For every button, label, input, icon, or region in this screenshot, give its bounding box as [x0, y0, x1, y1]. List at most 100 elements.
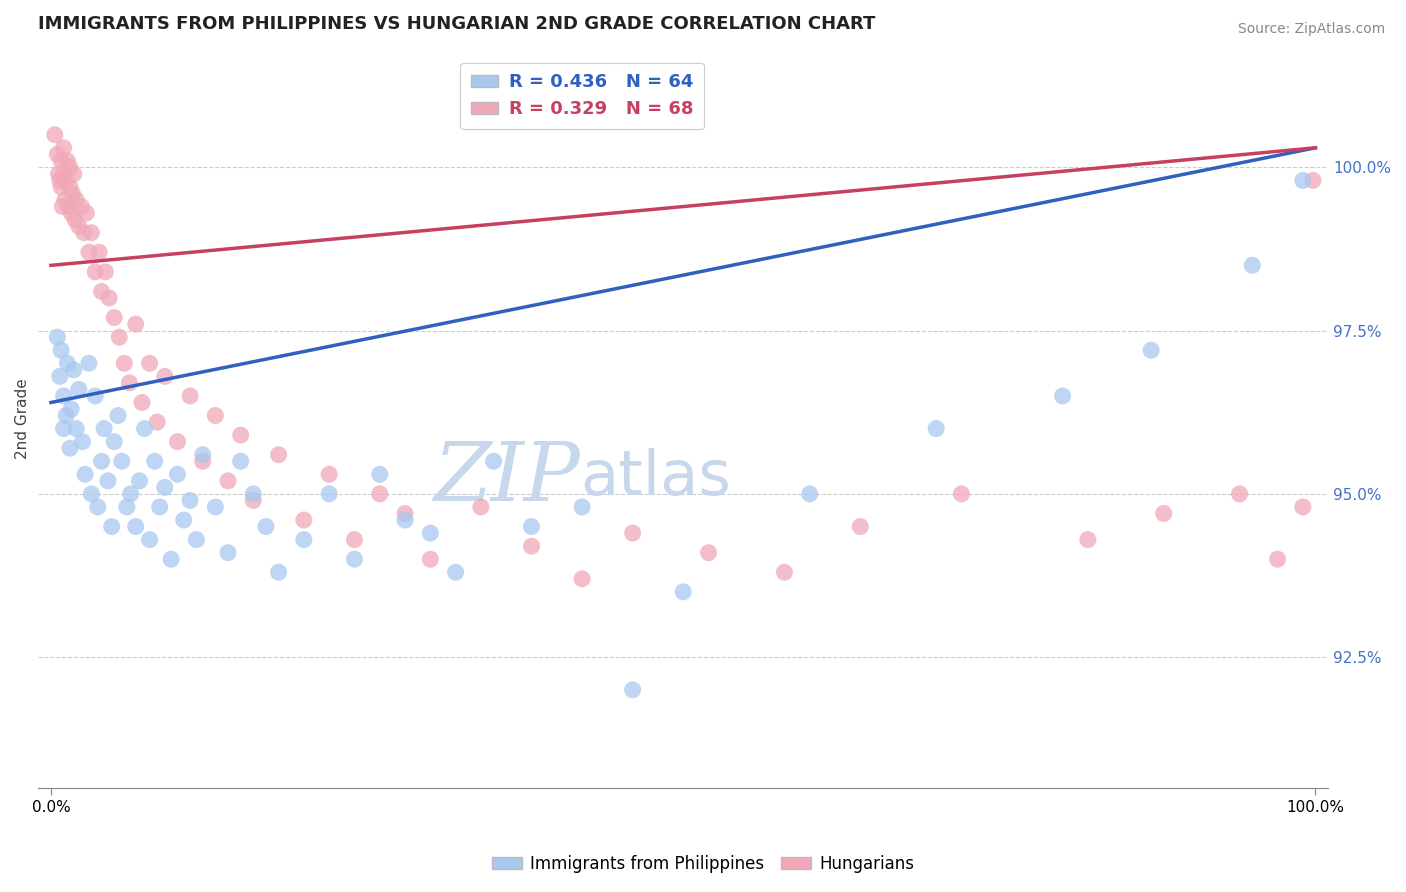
Point: [394, 507, 416, 521]
Point: [46, 330, 69, 344]
Point: [100, 519, 122, 533]
Point: [67, 383, 90, 397]
Point: [55, 173, 77, 187]
Point: [49, 369, 72, 384]
Point: [242, 487, 264, 501]
Point: [217, 546, 239, 560]
Legend: Immigrants from Philippines, Hungarians: Immigrants from Philippines, Hungarians: [485, 848, 921, 880]
Point: [149, 500, 172, 514]
Point: [186, 533, 208, 547]
Point: [229, 454, 252, 468]
Point: [621, 682, 644, 697]
Point: [950, 487, 973, 501]
Point: [90, 285, 112, 299]
Point: [44, 128, 66, 142]
Point: [103, 434, 125, 449]
Point: [153, 480, 176, 494]
Point: [292, 533, 315, 547]
Point: [55, 409, 77, 423]
Point: [56, 153, 79, 168]
Point: [75, 467, 97, 482]
Point: [520, 539, 543, 553]
Point: [146, 415, 169, 429]
Point: [343, 552, 366, 566]
Point: [179, 493, 201, 508]
Point: [444, 566, 467, 580]
Point: [51, 200, 73, 214]
Point: [84, 389, 107, 403]
Point: [94, 265, 117, 279]
Text: IMMIGRANTS FROM PHILIPPINES VS HUNGARIAN 2ND GRADE CORRELATION CHART: IMMIGRANTS FROM PHILIPPINES VS HUNGARIAN…: [38, 15, 876, 33]
Y-axis label: 2nd Grade: 2nd Grade: [15, 378, 30, 459]
Point: [242, 493, 264, 508]
Point: [65, 193, 87, 207]
Point: [108, 330, 131, 344]
Point: [368, 467, 391, 482]
Point: [67, 219, 90, 234]
Point: [153, 369, 176, 384]
Point: [343, 533, 366, 547]
Point: [73, 226, 96, 240]
Point: [125, 519, 148, 533]
Point: [1153, 507, 1175, 521]
Point: [1292, 173, 1315, 187]
Point: [131, 395, 153, 409]
Point: [52, 141, 75, 155]
Point: [98, 291, 121, 305]
Point: [49, 173, 72, 187]
Point: [267, 566, 290, 580]
Point: [128, 474, 150, 488]
Point: [46, 147, 69, 161]
Point: [1302, 173, 1324, 187]
Point: [571, 572, 593, 586]
Point: [72, 434, 94, 449]
Point: [229, 428, 252, 442]
Point: [482, 454, 505, 468]
Legend: R = 0.436   N = 64, R = 0.329   N = 68: R = 0.436 N = 64, R = 0.329 N = 68: [460, 62, 704, 129]
Point: [849, 519, 872, 533]
Point: [672, 585, 695, 599]
Point: [191, 448, 214, 462]
Point: [1241, 258, 1264, 272]
Point: [65, 421, 87, 435]
Point: [53, 193, 76, 207]
Text: atlas: atlas: [581, 448, 731, 508]
Point: [125, 317, 148, 331]
Point: [394, 513, 416, 527]
Point: [52, 167, 75, 181]
Point: [93, 421, 115, 435]
Point: [115, 500, 138, 514]
Point: [1267, 552, 1289, 566]
Point: [87, 500, 110, 514]
Point: [59, 180, 82, 194]
Point: [49, 153, 72, 168]
Point: [138, 533, 160, 547]
Point: [191, 454, 214, 468]
Point: [59, 161, 82, 175]
Point: [1292, 500, 1315, 514]
Point: [118, 376, 141, 390]
Point: [520, 519, 543, 533]
Point: [58, 200, 80, 214]
Point: [60, 206, 83, 220]
Point: [77, 245, 100, 260]
Point: [56, 356, 79, 370]
Point: [49, 180, 72, 194]
Point: [318, 487, 340, 501]
Point: [318, 467, 340, 482]
Point: [63, 212, 86, 227]
Point: [267, 448, 290, 462]
Point: [292, 513, 315, 527]
Point: [52, 421, 75, 435]
Point: [49, 343, 72, 358]
Point: [368, 487, 391, 501]
Point: [419, 526, 441, 541]
Point: [173, 513, 195, 527]
Point: [254, 519, 277, 533]
Point: [62, 167, 84, 181]
Text: Source: ZipAtlas.com: Source: ZipAtlas.com: [1237, 22, 1385, 37]
Point: [80, 226, 103, 240]
Point: [87, 245, 110, 260]
Point: [925, 421, 948, 435]
Point: [75, 206, 97, 220]
